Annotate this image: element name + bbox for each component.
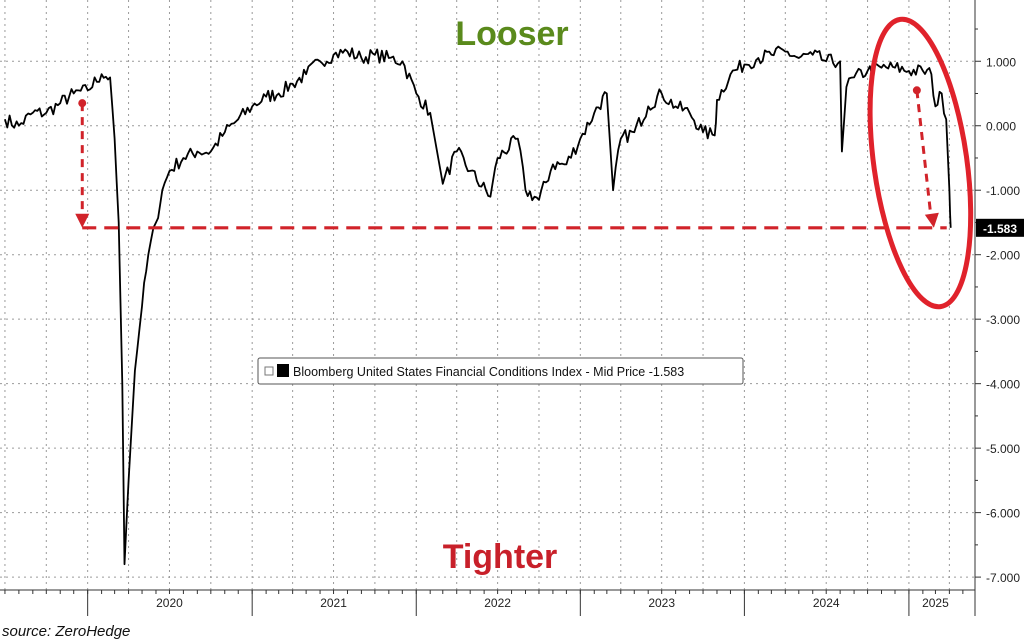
last-value-label: -1.583: [983, 222, 1017, 236]
y-tick-label: -7.000: [986, 571, 1020, 585]
year-label: 2024: [813, 596, 840, 610]
fci-series-line: [4, 45, 952, 566]
year-label: 2025: [922, 596, 949, 610]
source-caption: source: ZeroHedge: [2, 623, 131, 640]
legend-label: Bloomberg United States Financial Condit…: [293, 365, 684, 379]
looser-label: Looser: [455, 15, 568, 53]
annotation-layer: [75, 16, 974, 310]
series-layer: [4, 45, 952, 566]
y-tick-label: -3.000: [986, 313, 1020, 327]
y-tick-label: -4.000: [986, 378, 1020, 392]
y-tick-label: -5.000: [986, 442, 1020, 456]
year-label: 2020: [156, 596, 183, 610]
y-tick-label: -2.000: [986, 249, 1020, 263]
last-value-box: [976, 218, 1024, 237]
highlight-ellipse: [867, 16, 974, 310]
left-arrow-head: [75, 213, 90, 228]
legend-collapse-icon[interactable]: [264, 366, 274, 376]
legend-frame: [257, 357, 744, 385]
y-tick-label: -1.000: [986, 184, 1020, 198]
right-arrow-shaft: [915, 90, 933, 216]
y-tick-label: -6.000: [986, 507, 1020, 521]
year-label: 2022: [484, 596, 511, 610]
x-axis: 2020 2021 2022 2023 2024 2025: [0, 589, 975, 616]
last-value-tag: -1.583: [976, 218, 1024, 237]
y-axis: 1.000 0.000 -1.000 -2.000 -3.000 -4.000 -5.000…: [974, 0, 1020, 616]
right-arrow-head: [924, 212, 939, 228]
y-tick-label: 1.000: [986, 55, 1016, 69]
legend-swatch: [277, 364, 289, 377]
year-label: 2021: [320, 596, 347, 610]
y-tick-label: 0.000: [986, 120, 1016, 134]
grid: [0, 0, 975, 590]
year-label: 2023: [648, 596, 675, 610]
legend-box: Bloomberg United States Financial Condit…: [257, 357, 744, 385]
tighter-label: Tighter: [443, 538, 558, 576]
